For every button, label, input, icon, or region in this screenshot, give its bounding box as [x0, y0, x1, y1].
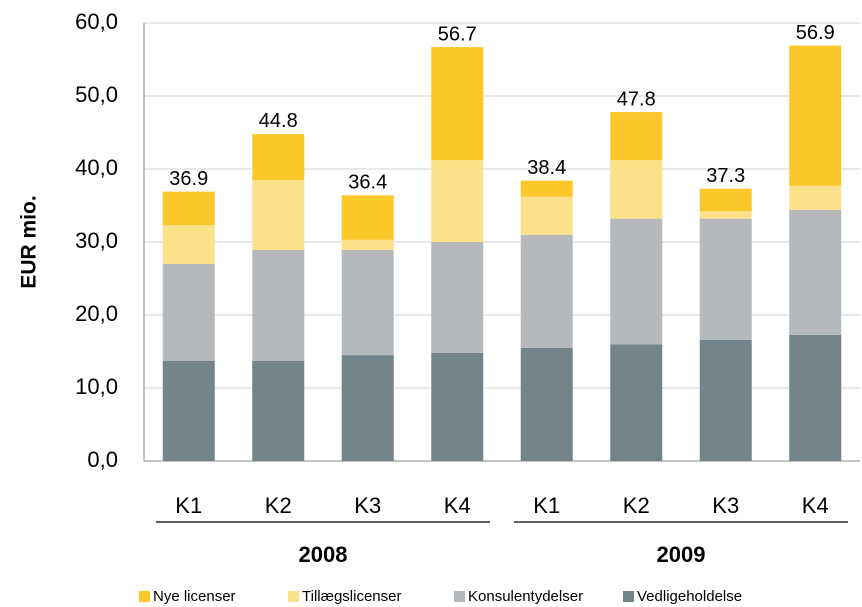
bar-segment [610, 112, 663, 161]
y-tick-label: 50,0 [75, 82, 118, 107]
legend-swatch [623, 591, 634, 602]
total-label: 56.9 [796, 22, 835, 44]
bar-segment [520, 347, 573, 461]
y-tick-label: 60,0 [75, 9, 118, 34]
total-label: 37.3 [706, 165, 745, 187]
legend-label: Konsulentydelser [468, 588, 583, 605]
bar-segment [341, 239, 394, 251]
total-label: 36.4 [348, 172, 387, 194]
x-tick-label: K1 [533, 493, 560, 518]
x-tick-label: K1 [175, 493, 202, 518]
total-label: 38.4 [527, 157, 566, 179]
legend-label: Tillægslicenser [302, 588, 401, 605]
bar-segment [162, 360, 215, 461]
y-axis-label: EUR mio. [18, 195, 41, 288]
bar-segment [341, 195, 394, 240]
y-tick-label: 30,0 [75, 228, 118, 253]
legend-swatch [288, 591, 299, 602]
bar-segment [699, 188, 752, 212]
bar-segment [789, 334, 842, 461]
bar-segment [520, 180, 573, 197]
bar-segment [162, 263, 215, 361]
legend-label: Nye licenser [153, 588, 236, 605]
total-label: 44.8 [259, 110, 298, 132]
bar-segment [431, 160, 484, 242]
bar-segment [162, 225, 215, 264]
bar-segment [341, 250, 394, 356]
bar-segment [610, 160, 663, 219]
legend-label: Vedligeholdelse [637, 588, 742, 605]
x-tick-label: K4 [802, 493, 829, 518]
bar-segment [431, 47, 484, 161]
bar-segment [252, 133, 305, 180]
group-label: 2008 [299, 542, 348, 567]
bar-segment [610, 344, 663, 461]
bar-segment [789, 45, 842, 186]
bar-segment [162, 191, 215, 226]
bar-segment [789, 209, 842, 335]
bar-segment [431, 242, 484, 353]
legend-swatch [454, 591, 465, 602]
bar-segment [699, 211, 752, 219]
x-tick-label: K4 [444, 493, 471, 518]
x-tick-label: K3 [712, 493, 739, 518]
bar-segment [341, 355, 394, 461]
bar-segment [252, 179, 305, 251]
x-tick-label: K2 [623, 493, 650, 518]
total-label: 36.9 [169, 168, 208, 190]
total-label: 47.8 [617, 88, 656, 110]
bar-segment [252, 360, 305, 461]
bar-segment [520, 196, 573, 235]
total-label: 56.7 [438, 23, 477, 45]
y-tick-label: 40,0 [75, 155, 118, 180]
y-tick-label: 0,0 [87, 447, 118, 472]
y-tick-label: 10,0 [75, 374, 118, 399]
bar-segment [699, 339, 752, 461]
y-tick-label: 20,0 [75, 301, 118, 326]
x-tick-label: K2 [265, 493, 292, 518]
bar-segment [610, 218, 663, 345]
group-label: 2009 [657, 542, 706, 567]
x-tick-label: K3 [354, 493, 381, 518]
bar-segment [699, 218, 752, 340]
legend-swatch [139, 591, 150, 602]
bar-segment [431, 352, 484, 461]
bar-segment [789, 185, 842, 210]
bar-segment [252, 250, 305, 361]
bar-segment [520, 234, 573, 348]
